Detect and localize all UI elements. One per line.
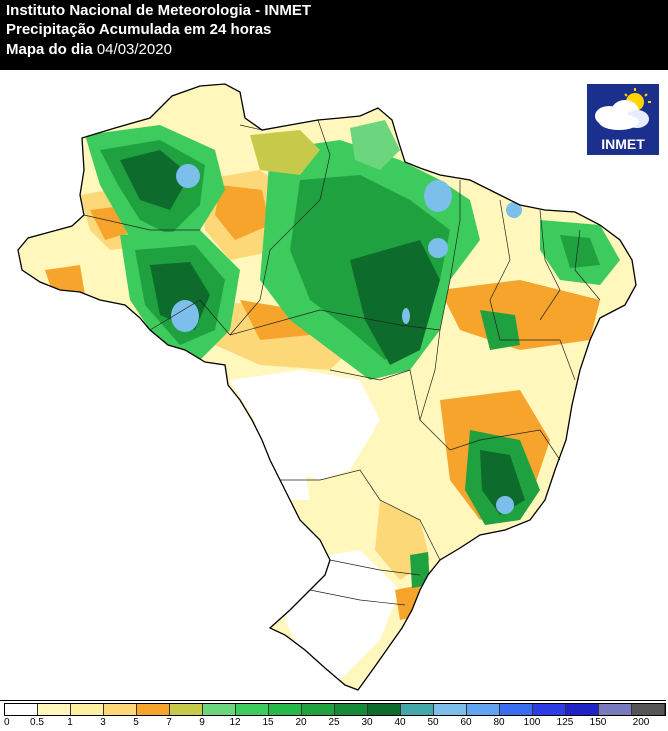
legend-swatch bbox=[401, 704, 434, 715]
cloud-sun-icon bbox=[595, 88, 651, 130]
legend-swatch bbox=[170, 704, 203, 715]
legend-swatch bbox=[335, 704, 368, 715]
map-date-line: Mapa do dia 04/03/2020 bbox=[6, 40, 172, 59]
legend-tick-label: 0 bbox=[4, 717, 10, 728]
legend-tick-label: 3 bbox=[100, 717, 106, 728]
legend-tick-label: 150 bbox=[589, 717, 607, 728]
legend-tick-label: 50 bbox=[427, 717, 439, 728]
legend-tick-label: 0.5 bbox=[30, 717, 44, 728]
legend-tick-label: 12 bbox=[229, 717, 241, 728]
legend-swatch bbox=[533, 704, 566, 715]
legend-tick-label: 5 bbox=[133, 717, 139, 728]
institution-title: Instituto Nacional de Meteorologia - INM… bbox=[6, 2, 312, 19]
map-date: 04/03/2020 bbox=[96, 41, 172, 58]
legend-tick-label: 100 bbox=[523, 717, 541, 728]
legend-tick-label: 40 bbox=[394, 717, 406, 728]
legend-swatch bbox=[71, 704, 104, 715]
legend-swatch bbox=[137, 704, 170, 715]
legend-tick-label: 200 bbox=[632, 717, 650, 728]
legend-tick-label: 15 bbox=[262, 717, 274, 728]
legend-tick-label: 80 bbox=[493, 717, 505, 728]
legend-swatch bbox=[104, 704, 137, 715]
precipitation-legend: 0 0.5 1 3 5 7 9 12 15 20 25 30 40 50 60 80 100 125 150 200 bbox=[0, 703, 668, 731]
legend-swatch bbox=[5, 704, 38, 715]
legend-swatch bbox=[269, 704, 302, 715]
state-boundaries bbox=[83, 119, 601, 606]
legend-swatch bbox=[236, 704, 269, 715]
legend-swatch bbox=[38, 704, 71, 715]
logo-text: INMET bbox=[601, 136, 645, 152]
legend-swatch bbox=[302, 704, 335, 715]
legend-tick-label: 30 bbox=[361, 717, 373, 728]
legend-tick-label: 125 bbox=[556, 717, 574, 728]
legend-swatch bbox=[632, 704, 665, 715]
legend-tick-label: 9 bbox=[199, 717, 205, 728]
precipitation-map bbox=[0, 70, 666, 700]
inmet-logo: INMET bbox=[586, 83, 660, 156]
legend-swatch bbox=[599, 704, 632, 715]
legend-tick-label: 7 bbox=[166, 717, 172, 728]
legend-color-bar bbox=[4, 703, 666, 716]
legend-swatch bbox=[434, 704, 467, 715]
legend-swatch bbox=[467, 704, 500, 715]
legend-tick-label: 60 bbox=[460, 717, 472, 728]
product-title: Precipitação Acumulada em 24 horas bbox=[6, 21, 272, 38]
legend-swatch bbox=[500, 704, 533, 715]
legend-tick-label: 20 bbox=[295, 717, 307, 728]
map-header: Instituto Nacional de Meteorologia - INM… bbox=[0, 0, 668, 70]
legend-swatch bbox=[203, 704, 236, 715]
legend-swatch bbox=[368, 704, 401, 715]
legend-tick-label: 25 bbox=[328, 717, 340, 728]
legend-tick-label: 1 bbox=[67, 717, 73, 728]
legend-swatch bbox=[566, 704, 599, 715]
map-date-label: Mapa do dia bbox=[6, 41, 97, 58]
